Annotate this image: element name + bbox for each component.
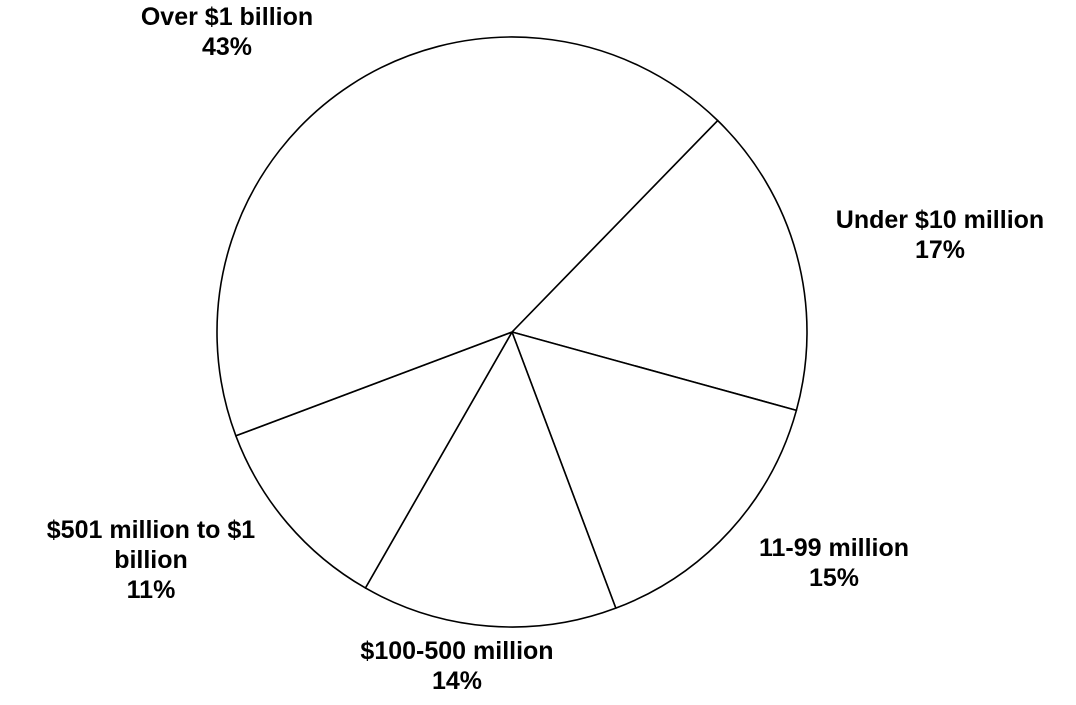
- pie-slice-11-99-million: [511, 331, 798, 609]
- pie-slice-501-million-to-1-billion: [235, 331, 513, 589]
- slice-label-line: Over $1 billion: [141, 3, 313, 31]
- slice-percent: 17%: [915, 236, 965, 264]
- slice-label-11-99-million: 11-99 million 15%: [759, 534, 909, 592]
- slice-percent: 11%: [127, 576, 176, 604]
- slice-label-100-500-million: $100-500 million 14%: [360, 637, 553, 695]
- slice-percent: 14%: [432, 667, 482, 695]
- slice-label-line: $501 million to $1: [47, 516, 256, 544]
- slice-label-line: billion: [114, 546, 188, 574]
- slice-label-line: 11-99 million: [759, 534, 909, 562]
- slice-label-line: $100-500 million: [360, 637, 553, 665]
- pie-slice-over-1-billion: [216, 36, 719, 437]
- slice-label-under-10-million: Under $10 million 17%: [836, 206, 1044, 264]
- pie-slice-under-10-million: [511, 119, 808, 412]
- slice-label-over-1-billion: Over $1 billion 43%: [141, 3, 313, 61]
- pie-labels: Under $10 million 17% 11-99 million 15% $100…: [47, 3, 1044, 695]
- slice-percent: 15%: [809, 564, 859, 592]
- slice-percent: 43%: [202, 33, 252, 61]
- slice-label-501-million-to-1-billion: $501 million to $1 billion 11%: [47, 516, 256, 604]
- pie-slices: [216, 36, 808, 628]
- pie-slice-100-500-million: [364, 331, 617, 628]
- slice-label-line: Under $10 million: [836, 206, 1044, 234]
